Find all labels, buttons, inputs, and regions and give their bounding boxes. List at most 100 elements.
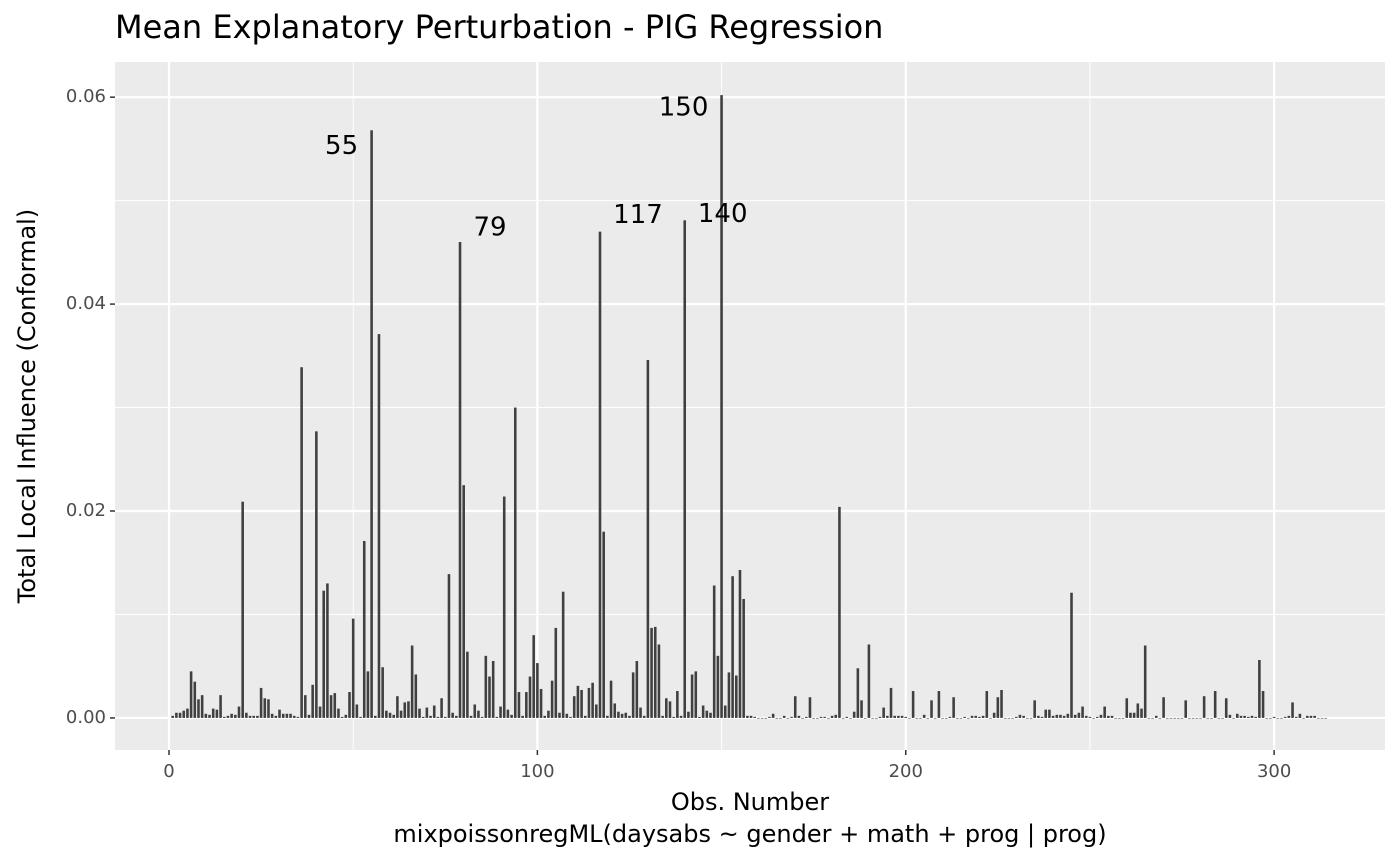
chart-title: Mean Explanatory Perturbation - PIG Regr… — [115, 8, 883, 46]
bar — [874, 717, 878, 719]
bar — [554, 627, 558, 718]
bar — [484, 655, 488, 718]
bar — [816, 717, 819, 719]
bar — [1283, 716, 1287, 718]
bar — [1088, 716, 1092, 718]
bar — [1166, 717, 1169, 719]
bar — [1298, 713, 1302, 718]
bar — [281, 713, 285, 718]
bar — [193, 681, 197, 718]
bar — [1114, 717, 1118, 719]
bar — [609, 680, 613, 718]
bar — [624, 712, 628, 718]
bar — [536, 663, 539, 718]
bar — [451, 712, 454, 718]
bar — [1291, 702, 1294, 718]
bar — [532, 635, 535, 718]
bar — [948, 716, 952, 718]
bar — [348, 692, 351, 718]
bar — [289, 713, 292, 718]
bar — [1103, 706, 1106, 718]
bar — [823, 716, 826, 718]
bar — [668, 701, 672, 718]
bar — [1177, 717, 1180, 719]
bar — [760, 717, 764, 719]
bar — [606, 715, 609, 718]
bar — [296, 716, 300, 718]
bar — [657, 644, 661, 718]
bar — [602, 531, 605, 718]
bar — [797, 715, 801, 718]
bar — [561, 591, 565, 718]
bar — [661, 715, 664, 718]
bar — [1217, 717, 1221, 719]
bar — [1110, 715, 1114, 718]
bar — [256, 715, 259, 718]
bar — [944, 717, 948, 719]
bar — [362, 541, 366, 718]
bar — [1026, 717, 1029, 719]
bar — [502, 496, 506, 718]
bar — [1261, 691, 1265, 718]
bar — [1324, 717, 1327, 719]
bar — [757, 717, 760, 719]
bar — [1014, 716, 1018, 718]
bar — [1132, 712, 1136, 718]
bar — [499, 706, 502, 718]
bar — [900, 715, 904, 718]
bar — [550, 680, 554, 718]
bar — [477, 710, 480, 718]
bar — [1317, 717, 1320, 719]
bar — [985, 691, 989, 718]
bar — [403, 702, 407, 718]
bar — [1070, 592, 1073, 718]
bar — [344, 714, 348, 718]
bar — [701, 705, 705, 718]
bar — [941, 717, 944, 719]
bar — [911, 691, 915, 718]
bar — [315, 431, 318, 718]
bar — [1206, 717, 1210, 719]
bar — [300, 367, 303, 718]
bar — [506, 709, 510, 718]
bar — [768, 716, 771, 718]
y-tick-label: 0.06 — [66, 86, 106, 107]
bar — [392, 714, 395, 718]
bar — [1037, 715, 1040, 718]
bar — [1125, 698, 1129, 718]
bar — [473, 704, 477, 718]
bar — [915, 717, 919, 719]
bar — [683, 220, 687, 718]
bar — [764, 717, 768, 719]
bar — [646, 359, 650, 718]
bar — [720, 95, 723, 718]
bar — [970, 715, 974, 718]
bar — [698, 716, 701, 718]
bar — [1084, 715, 1088, 718]
bar — [863, 717, 867, 719]
bar — [771, 713, 775, 718]
bar — [219, 695, 222, 718]
bar — [919, 717, 922, 719]
bar — [311, 684, 314, 718]
bar — [1313, 715, 1316, 718]
bar — [1243, 715, 1246, 718]
bar — [937, 691, 941, 718]
bar — [366, 671, 370, 718]
bar — [333, 693, 337, 718]
bar — [845, 716, 849, 718]
bar — [513, 407, 517, 718]
bar — [1309, 715, 1313, 718]
bar — [274, 715, 278, 718]
bar — [705, 710, 709, 718]
bar — [171, 715, 174, 718]
bar — [1265, 717, 1269, 719]
bar — [978, 716, 981, 718]
x-tick-label: 0 — [163, 761, 174, 782]
y-tick-label: 0.04 — [66, 293, 106, 314]
bar — [259, 687, 263, 718]
bar — [204, 713, 208, 718]
bar — [735, 675, 738, 718]
bar — [208, 714, 211, 718]
bar — [1195, 717, 1199, 719]
